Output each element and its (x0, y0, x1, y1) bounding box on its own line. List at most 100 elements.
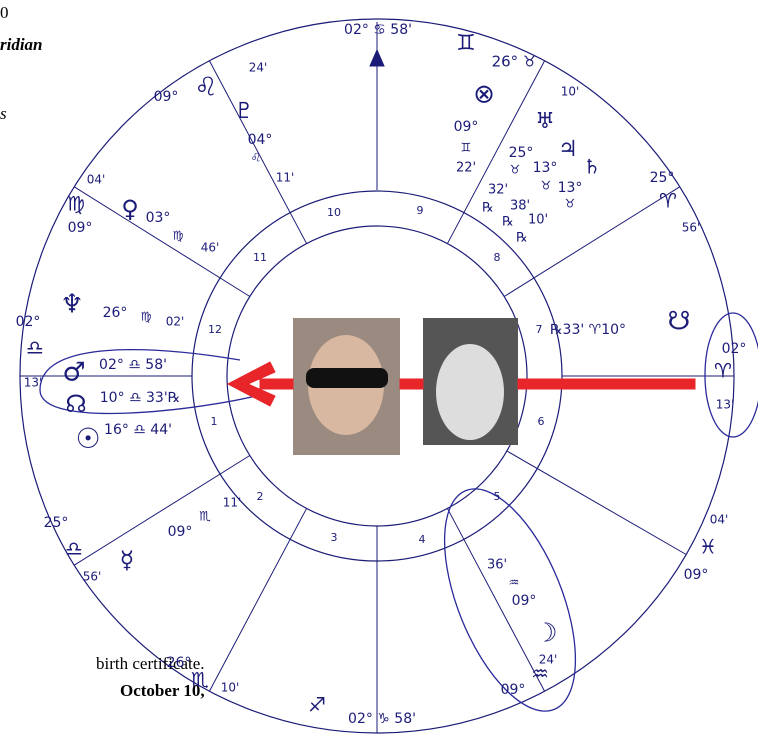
chart-glyph: 26° (103, 305, 128, 321)
chart-glyph: ♅ (535, 109, 555, 134)
chart-glyph: ♇ (234, 99, 254, 124)
chart-glyph: 13° (533, 160, 558, 176)
chart-glyph: 09° (168, 524, 193, 540)
chart-glyph: ℞ (502, 215, 514, 230)
chart-glyph: ♃ (558, 137, 578, 162)
chart-glyph: 02' (166, 315, 185, 329)
chart-glyph: 09° (512, 593, 537, 609)
chart-glyph: 02° ♋ 58' (344, 22, 412, 38)
chart-glyph: ♎ (65, 537, 83, 561)
page: 0ridiansbirth certificate.October 10,109… (0, 0, 758, 742)
chart-glyph: ♉ (510, 163, 521, 177)
house-number: 6 (538, 415, 545, 428)
chart-glyph: 10' (221, 681, 240, 695)
chart-glyph: 02° (16, 314, 41, 330)
chart-glyph: ♍ (173, 229, 184, 243)
cusp-line (74, 455, 250, 565)
cusp-line (507, 451, 686, 555)
chart-glyph: 09° (68, 220, 93, 236)
chart-glyph: 04° (248, 132, 273, 148)
photo-face (436, 344, 504, 440)
chart-glyph: 26° (167, 655, 192, 671)
chart-glyph: 09° (454, 119, 479, 135)
chart-glyph: 26° ♉ (492, 53, 537, 71)
house-number: 4 (419, 533, 426, 546)
chart-glyph: ♈ (714, 359, 732, 383)
chart-glyph: 38' (510, 199, 530, 214)
chart-glyph: ♐ (308, 693, 326, 717)
house-number: 12 (208, 323, 222, 336)
chart-glyph: 13' (716, 398, 735, 412)
chart-glyph: 11' (223, 496, 242, 510)
chart-glyph: ♏ (191, 668, 209, 692)
house-number: 3 (331, 531, 338, 544)
house-number: 1 (211, 415, 218, 428)
house-number: 2 (257, 490, 264, 503)
cusp-line (504, 187, 680, 297)
chart-glyph: ♒ (509, 576, 520, 590)
chart-glyph: 13' (24, 376, 43, 390)
chart-glyph: ☿ (120, 546, 135, 574)
chart-glyph: 09° (501, 682, 526, 698)
house-number: 11 (253, 251, 267, 264)
chart-glyph: ☊ (65, 390, 86, 418)
chart-glyph: 13° (558, 180, 583, 196)
mc-arrow (370, 22, 384, 190)
chart-glyph: ♌ (194, 73, 217, 103)
chart-glyph: ⊗ (473, 80, 495, 110)
chart-glyph: 32' (488, 183, 508, 198)
chart-glyph: 56' (682, 221, 701, 235)
note-text: 0 (0, 3, 9, 22)
chart-glyph: 16° ♎ 44' (104, 422, 172, 438)
chart-glyph: 03° (146, 210, 171, 226)
chart-glyph: 02° ♎ 58' (99, 357, 167, 373)
chart-glyph: ☉ (75, 422, 100, 455)
cusp-line (74, 187, 250, 297)
chart-glyph: ♊ (461, 141, 472, 155)
chart-glyph: 04' (710, 513, 729, 527)
chart-glyph: 22' (456, 161, 476, 176)
chart-glyph: ♓ (699, 535, 717, 559)
chart-glyph: ♏ (199, 510, 211, 525)
chart-glyph: ♉ (541, 179, 552, 193)
chart-glyph: ☋ (667, 307, 690, 337)
chart-glyph: ☽ (534, 619, 557, 649)
house-number: 9 (417, 204, 424, 217)
chart-glyph: 25° (650, 170, 675, 186)
chart-glyph: ♊ (456, 31, 476, 56)
chart-glyph: 36' (487, 558, 507, 573)
chart-glyph: ♌ (251, 151, 262, 165)
house-number: 7 (536, 323, 543, 336)
note-text: ridian (0, 35, 43, 54)
house-number: 10 (327, 206, 341, 219)
chart-glyph: 11' (276, 171, 295, 185)
cusp-line (209, 508, 306, 691)
chart-glyph: 10° ♎ 33'℞ (100, 390, 180, 406)
chart-glyph: 09° (154, 89, 179, 105)
astro-chart: 0ridiansbirth certificate.October 10,109… (0, 0, 758, 742)
photo-glasses (306, 368, 388, 388)
chart-glyph: 25° (509, 145, 534, 161)
chart-glyph: 02° (722, 341, 747, 357)
chart-glyph: ♉ (565, 197, 576, 211)
chart-glyph: 10' (561, 85, 580, 99)
chart-glyph: ♒ (531, 662, 549, 686)
chart-glyph: 02° ♑ 58' (348, 711, 416, 727)
chart-glyph: ♆ (60, 290, 83, 320)
chart-glyph: ♄ (583, 155, 601, 179)
chart-glyph: ♎ (26, 336, 44, 360)
chart-glyph: 10' (528, 213, 548, 228)
chart-glyph: ♂ (62, 358, 85, 388)
chart-glyph: 25° (44, 515, 69, 531)
chart-glyph: 09° (684, 567, 709, 583)
house-number: 5 (494, 490, 501, 503)
chart-glyph: ℞33' ♈10° (550, 322, 626, 338)
chart-glyph: ℞ (482, 201, 494, 216)
note-text: s (0, 104, 7, 123)
chart-glyph: ℞ (516, 231, 528, 246)
chart-glyph: ♍ (141, 310, 152, 324)
chart-glyph: ♀ (121, 195, 139, 223)
chart-glyph: ♈ (659, 189, 677, 213)
chart-glyph: 24' (249, 61, 268, 75)
chart-glyph: 04' (87, 173, 106, 187)
